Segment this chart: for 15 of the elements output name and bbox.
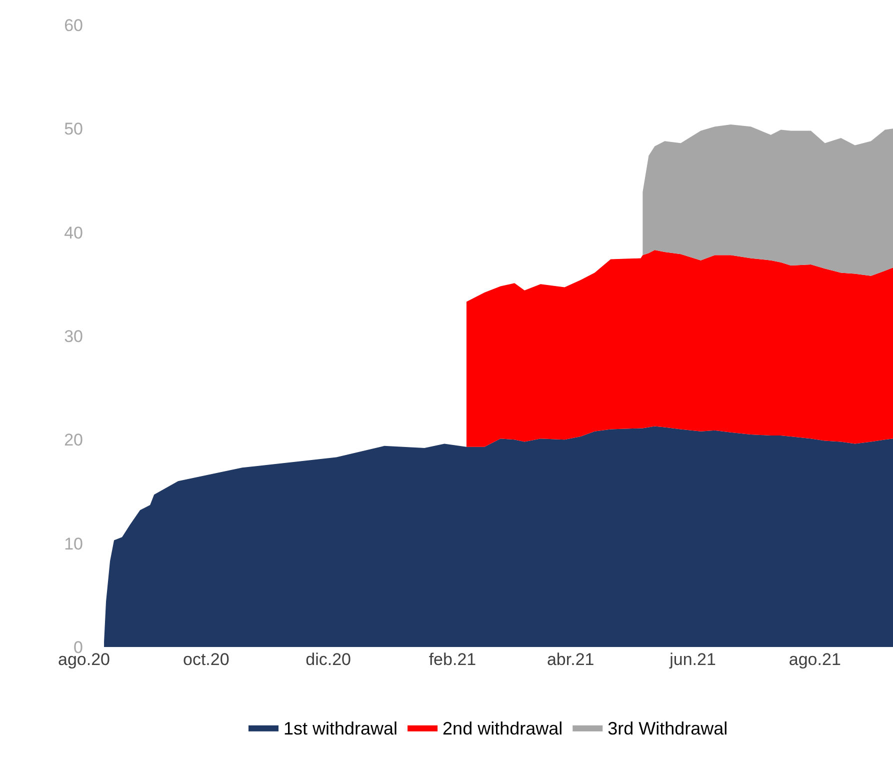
x-tick-label: oct.20 bbox=[182, 650, 230, 669]
x-tick-label: feb.21 bbox=[428, 650, 476, 669]
y-tick-label: 40 bbox=[64, 223, 83, 242]
y-tick-label: 10 bbox=[64, 534, 83, 554]
y-tick-label: 30 bbox=[64, 326, 83, 346]
y-tick-label: 20 bbox=[64, 430, 83, 450]
x-tick-label: dic.20 bbox=[306, 650, 351, 669]
legend-label: 2nd withdrawal bbox=[442, 718, 563, 738]
y-tick-label: 50 bbox=[64, 120, 83, 139]
x-tick-label: abr.21 bbox=[546, 650, 594, 669]
legend-label: 1st withdrawal bbox=[284, 718, 398, 738]
legend-label: 3rd Withdrawal bbox=[608, 718, 728, 738]
x-tick-label: ago.21 bbox=[788, 650, 841, 669]
x-tick-label: jun.21 bbox=[668, 650, 716, 669]
y-tick-label: 60 bbox=[64, 16, 83, 35]
